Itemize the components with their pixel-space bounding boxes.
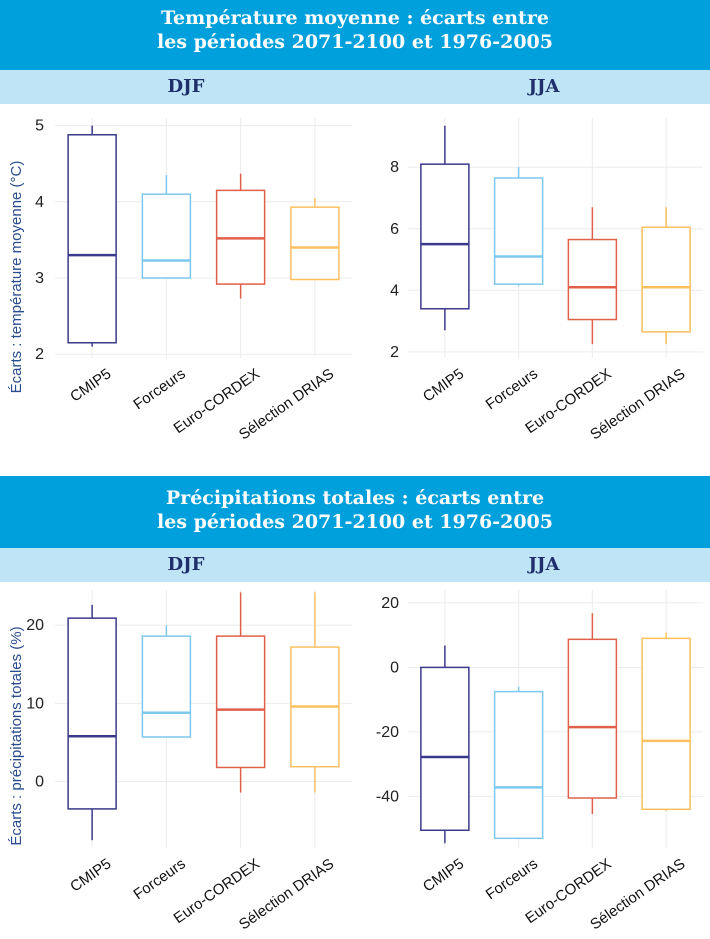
season-label-djf: DJF <box>167 554 205 575</box>
season-label-jja: JJA <box>528 76 560 97</box>
x-tick-label: Forceurs <box>483 365 541 413</box>
y-tick-label: 3 <box>35 270 44 287</box>
x-tick-label: Forceurs <box>130 855 188 903</box>
x-tick-label: CMIP5 <box>67 855 114 895</box>
panel-title-line1: Précipitations totales : écarts entre <box>165 487 545 509</box>
panel-title-line2: les périodes 2071-2100 et 1976-2005 <box>157 511 553 533</box>
x-tick-label: Forceurs <box>483 855 541 903</box>
y-tick-label: 4 <box>390 282 399 299</box>
y-axis-label-temperature: Écarts : température moyenne (°C) <box>8 161 25 394</box>
y-tick-label: 8 <box>390 159 399 176</box>
x-tick-label: CMIP5 <box>420 365 467 405</box>
x-tick-label: Forceurs <box>130 365 188 413</box>
box-cmip5 <box>67 617 117 810</box>
box-forceurs <box>141 635 192 738</box>
box-s-lection-drias <box>290 206 340 281</box>
panel-title-line2: les périodes 2071-2100 et 1976-2005 <box>157 31 553 53</box>
panel-title-precipitation: Précipitations totales : écarts entre le… <box>0 476 710 554</box>
box-forceurs <box>493 690 544 840</box>
box-s-lection-drias <box>641 226 691 333</box>
box-s-lection-drias <box>641 637 691 811</box>
box-euro-cordex <box>567 638 618 799</box>
season-band-precipitation: DJF JJA <box>0 548 710 582</box>
box-cmip5 <box>67 134 117 344</box>
y-tick-label: 20 <box>26 617 44 634</box>
box-cmip5 <box>420 163 470 310</box>
y-tick-label: 6 <box>390 221 399 238</box>
y-tick-label: 0 <box>35 774 44 791</box>
box-euro-cordex <box>567 238 618 321</box>
panel-title-line1: Température moyenne : écarts entre <box>161 7 549 29</box>
y-axis-label-precipitation: Écarts : précipitations totales (%) <box>8 626 25 845</box>
y-tick-label: 2 <box>390 344 399 361</box>
y-tick-label: 4 <box>35 194 44 211</box>
y-tick-label: 10 <box>26 695 44 712</box>
box-euro-cordex <box>215 635 266 769</box>
y-tick-label: 2 <box>35 346 44 363</box>
box-cmip5 <box>420 666 470 832</box>
season-label-jja: JJA <box>528 554 560 575</box>
y-tick-label: -40 <box>376 788 399 805</box>
x-tick-label: CMIP5 <box>67 365 114 405</box>
box-forceurs <box>493 177 544 285</box>
y-tick-label: 0 <box>390 659 399 676</box>
y-tick-label: -20 <box>376 724 399 741</box>
x-tick-label: CMIP5 <box>420 855 467 895</box>
season-label-djf: DJF <box>167 76 205 97</box>
season-band-temperature: DJF JJA <box>0 70 710 104</box>
panel-title-temperature: Température moyenne : écarts entre les p… <box>0 0 710 70</box>
y-tick-label: 20 <box>381 595 399 612</box>
y-tick-label: 5 <box>35 118 44 135</box>
box-forceurs <box>141 193 192 279</box>
